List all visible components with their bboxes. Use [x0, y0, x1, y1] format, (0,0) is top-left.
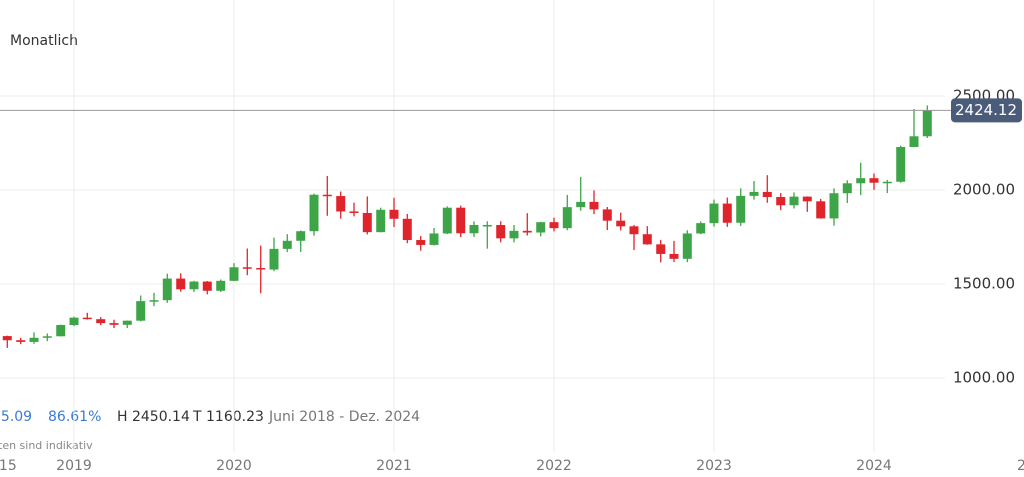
stat-low: T 1160.23: [192, 409, 264, 425]
candle-body: [616, 220, 626, 227]
candle-body: [109, 323, 119, 325]
candle-body: [256, 268, 266, 270]
candle-body: [922, 110, 932, 137]
y-tick-label: 2000.00: [953, 181, 1015, 199]
candle-body: [69, 317, 79, 325]
candle-body: [696, 223, 706, 234]
candle-body: [296, 231, 306, 241]
candle-body: [269, 248, 279, 270]
candle-body: [336, 196, 346, 212]
candle-body: [629, 226, 639, 235]
candle-body: [29, 337, 39, 342]
candle-body: [829, 193, 839, 219]
candle-body: [536, 222, 546, 233]
candle-body: [349, 211, 359, 213]
candle-body: [122, 320, 132, 325]
candle-body: [602, 209, 612, 221]
x-tick-label: 2023: [696, 458, 732, 474]
candle-body: [896, 146, 906, 182]
candle-body: [736, 195, 746, 223]
candle-body: [362, 212, 372, 233]
candle-body: [229, 267, 239, 281]
y-tick-label: 1500.00: [953, 275, 1015, 293]
candle-body: [842, 183, 852, 194]
footnote: ten sind indikativ: [0, 439, 93, 452]
candle-body: [402, 218, 412, 241]
candle-body: [442, 207, 452, 234]
candle-body: [642, 234, 652, 245]
candle-body: [162, 278, 172, 301]
candle-body: [656, 244, 666, 254]
stat-percent: 86.61%: [48, 409, 101, 425]
candle-body: [762, 191, 772, 197]
candle-body: [16, 340, 26, 342]
last-price-tag: [951, 98, 1022, 123]
candle-body: [429, 233, 439, 245]
x-tick-label: 2019: [56, 458, 92, 474]
last-price-label: 2424.12: [955, 101, 1017, 119]
candle-body: [56, 325, 66, 337]
candle-body: [589, 201, 599, 210]
x-tick-label: 2020: [216, 458, 252, 474]
candle-body: [82, 317, 92, 320]
stat-change: 25.09: [0, 409, 32, 425]
candle-body: [456, 207, 466, 234]
candle-body: [2, 336, 12, 341]
x-tick-label: 015: [0, 458, 17, 474]
candle-body: [242, 267, 252, 269]
candle-body: [176, 278, 186, 290]
x-tick-label: 2022: [536, 458, 572, 474]
candle-body: [776, 196, 786, 206]
candle-body: [562, 207, 572, 229]
candle-body: [576, 201, 586, 208]
candle-body: [376, 209, 386, 233]
y-tick-label: 1000.00: [953, 369, 1015, 387]
candle-body: [882, 181, 892, 184]
candle-body: [416, 240, 426, 245]
stat-range: Juni 2018 - Dez. 2024: [268, 409, 420, 425]
candle-body: [722, 203, 732, 223]
candle-body: [856, 178, 866, 184]
candle-body: [669, 253, 679, 259]
candle-body: [42, 336, 52, 338]
candle-body: [149, 300, 159, 302]
candle-body: [136, 301, 146, 321]
x-tick-label: 2021: [376, 458, 412, 474]
candle-body: [749, 191, 759, 196]
candle-body: [469, 225, 479, 234]
x-tick-label: 2024: [856, 458, 892, 474]
candle-body: [802, 196, 812, 202]
candle-body: [96, 319, 106, 324]
candle-body: [322, 194, 332, 197]
candle-body: [309, 194, 319, 232]
interval-label[interactable]: Monatlich: [10, 33, 78, 49]
candle-body: [389, 209, 399, 219]
candle-body: [549, 222, 559, 229]
candle-body: [216, 280, 226, 291]
candle-body: [869, 178, 879, 183]
candle-body: [789, 196, 799, 206]
candle-body: [682, 233, 692, 259]
candle-body: [522, 230, 532, 233]
candle-body: [909, 136, 919, 147]
stat-high: H 2450.14: [117, 409, 190, 425]
candle-body: [509, 230, 519, 239]
candle-body: [189, 281, 199, 290]
candle-body: [496, 225, 506, 239]
candle-body: [482, 225, 492, 227]
candle-body: [282, 240, 292, 249]
candle-body: [816, 201, 826, 219]
x-tick-label: 2: [1017, 458, 1024, 474]
candle-body: [709, 203, 719, 224]
candle-body: [202, 281, 212, 291]
